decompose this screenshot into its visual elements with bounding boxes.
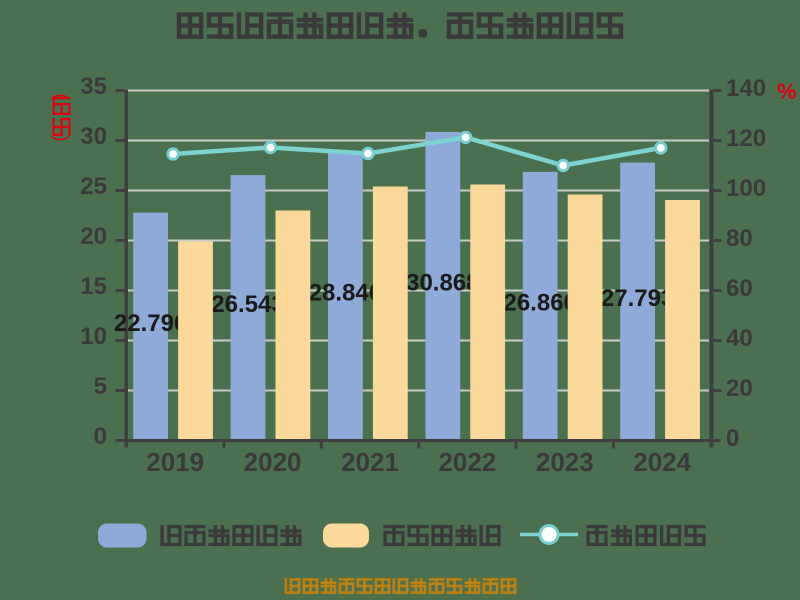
svg-text:80: 80: [726, 225, 753, 252]
svg-text:25: 25: [80, 173, 107, 200]
svg-text:100: 100: [726, 175, 766, 202]
svg-text:30.868: 30.868: [406, 269, 479, 296]
svg-text:2022: 2022: [438, 447, 496, 477]
svg-text:27.793: 27.793: [601, 285, 674, 312]
svg-text:35: 35: [80, 73, 107, 100]
svg-text:): ): [52, 136, 72, 142]
svg-text:26.860: 26.860: [503, 289, 576, 316]
svg-text:10: 10: [80, 323, 107, 350]
svg-text:%: %: [777, 79, 797, 104]
svg-text:30: 30: [80, 123, 107, 150]
svg-text:2020: 2020: [244, 447, 302, 477]
svg-text:0: 0: [94, 423, 107, 450]
svg-text:15: 15: [80, 273, 107, 300]
svg-text:2023: 2023: [536, 447, 594, 477]
svg-text:26.543: 26.543: [211, 291, 284, 318]
svg-text:5: 5: [94, 373, 107, 400]
svg-text:20: 20: [726, 375, 753, 402]
svg-text:28.846: 28.846: [309, 280, 382, 307]
svg-text:2019: 2019: [146, 447, 204, 477]
svg-text:2021: 2021: [341, 447, 399, 477]
svg-text:22.796: 22.796: [114, 310, 187, 337]
svg-text:20: 20: [80, 223, 107, 250]
svg-text:0: 0: [726, 425, 739, 452]
svg-text:140: 140: [726, 75, 766, 102]
svg-text:120: 120: [726, 125, 766, 152]
svg-text:60: 60: [726, 275, 753, 302]
svg-text:(: (: [52, 94, 72, 100]
svg-text:40: 40: [726, 325, 753, 352]
svg-text:2024: 2024: [633, 447, 691, 477]
